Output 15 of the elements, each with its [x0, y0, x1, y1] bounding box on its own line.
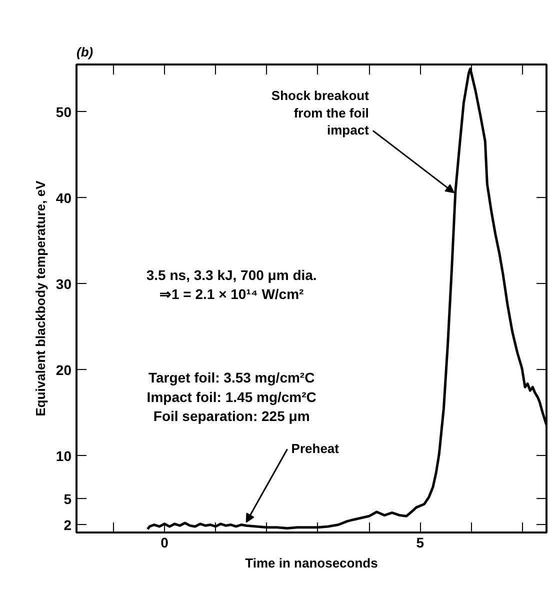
annotation: Preheat [291, 441, 340, 456]
annotation: 3.5 ns, 3.3 kJ, 700 μm dia. ⇒1 = 2.1 × 10¹⁴ W/cm² [146, 266, 317, 302]
annotation: Shock breakout from the foil impact [271, 88, 370, 138]
x-axis-title: Time in nanoseconds [245, 556, 378, 570]
y-tick-label: 30 [56, 276, 72, 292]
x-tick-label: 0 [160, 534, 169, 550]
y-tick-label: 50 [56, 104, 72, 120]
y-tick-label: 2 [64, 516, 72, 533]
chart-title: (b) [76, 44, 94, 60]
annotation: Target foil: 3.53 mg/cm²C Impact foil: 1.45 mg/cm²C Foil separation: 225 μm [146, 370, 316, 424]
y-axis-title: Equivalent blackbody temperature, eV [32, 180, 48, 416]
y-tick-label: 20 [56, 362, 72, 378]
y-tick-label: 5 [64, 490, 72, 507]
y-tick-label: 10 [56, 448, 72, 464]
y-tick-label: 40 [56, 190, 72, 206]
